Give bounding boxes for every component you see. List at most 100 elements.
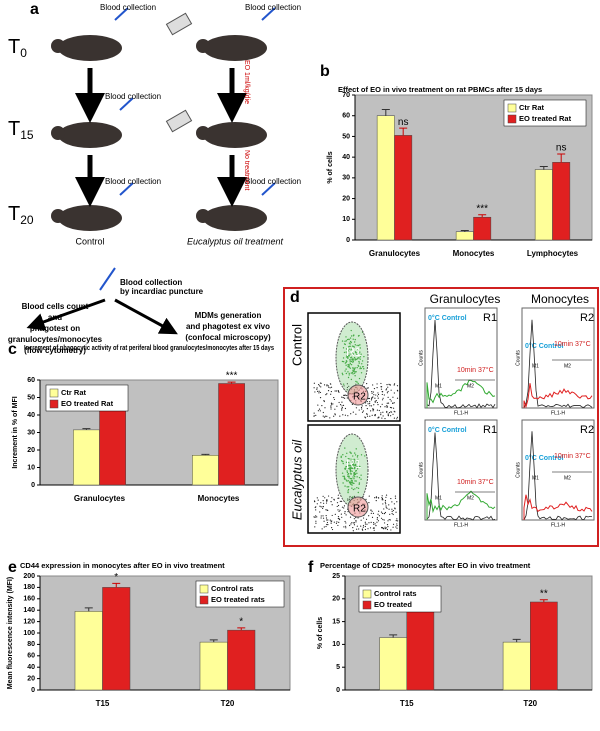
event-dot [387,386,389,388]
warm-label: 10min 37°C [457,366,494,374]
event-dot [356,353,358,356]
event-dot [391,512,393,515]
event-dot [326,499,328,501]
event-dot [343,351,346,354]
legend-swatch [199,584,209,594]
event-dot [315,414,317,417]
event-dot [358,483,360,485]
event-dot [395,526,397,528]
y-tick-label: 40 [27,412,35,419]
event-dot [328,386,330,388]
event-dot [392,513,394,516]
event-dot [388,383,390,385]
event-dot [350,329,352,332]
event-dot [359,366,362,368]
event-dot [351,466,354,468]
event-dot [366,523,368,525]
panel-label: d [290,289,300,306]
event-dot [353,356,356,359]
x-tick-label: T20 [221,699,235,708]
gate-label: R1 [346,345,362,359]
event-dot [358,352,360,355]
event-dot [357,466,359,469]
event-dot [354,375,356,377]
bar [192,455,219,486]
event-dot [349,362,352,365]
event-dot [316,387,318,389]
event-dot [372,527,374,529]
event-dot [385,505,387,507]
legend-swatch [507,103,517,113]
legend-swatch [362,589,372,599]
gate-label: R2 [580,312,594,324]
event-dot [353,367,355,369]
outcome-left: granulocytes/monocytes [8,335,103,344]
y-tick-label: 20 [27,675,35,682]
timepoint: T15 [8,118,34,142]
event-dot [337,494,339,496]
row-label: Control [289,324,304,366]
event-dot [346,351,349,353]
event-dot [366,387,368,389]
event-dot [356,366,358,369]
event-dot [356,525,358,527]
event-dot [344,362,347,364]
y-tick-label: 180 [23,584,35,591]
event-dot [370,509,372,511]
histogram-cold [523,431,593,521]
event-dot [353,358,355,360]
cold-label: 0°C Control [428,314,467,322]
event-dot [327,523,329,526]
event-dot [347,490,349,492]
event-dot [387,520,389,522]
event-dot [356,348,359,351]
event-dot [380,413,382,416]
event-dot [349,359,352,361]
event-dot [327,390,330,392]
event-dot [393,384,395,386]
legend-label: Ctr Rat [519,103,545,112]
event-dot [350,413,352,415]
event-dot [383,512,385,515]
y-tick-label: 100 [23,630,35,637]
warm-label: 10min 37°C [554,452,591,460]
event-dot [352,530,354,532]
event-dot [359,351,361,353]
error-bar [539,165,548,170]
event-dot [341,500,343,502]
event-dot [364,521,366,523]
axis-label: FL1-H [551,410,565,416]
event-dot [389,406,392,409]
event-dot [343,477,346,479]
event-dot [326,385,328,387]
event-dot [381,527,383,529]
event-dot [333,398,336,401]
event-dot [347,486,350,488]
event-dot [322,506,324,508]
event-dot [338,497,340,499]
event-dot [389,384,391,386]
event-dot [347,499,349,501]
event-dot [348,342,351,344]
blood-collection: Blood collection [105,177,161,186]
event-dot [352,338,354,340]
event-dot [326,393,328,395]
x-tick-label: Granulocytes [74,494,126,503]
event-dot [368,522,370,524]
x-tick-label: Monocytes [198,494,240,503]
event-dot [354,344,357,346]
event-dot [386,411,388,413]
y-axis-label: Mean fluorescence intensity (MFI) [7,577,14,689]
event-dot [318,390,320,392]
event-dot [364,525,366,528]
outcome-right: and phagotest ex vivo [186,322,270,331]
event-dot [326,415,328,417]
event-dot [330,405,332,407]
event-dot [343,526,345,528]
event-dot [331,520,333,522]
event-dot [348,481,351,484]
eo-dose: EO 1ml/kg/die [243,60,250,104]
event-dot [376,521,378,523]
bar [74,611,103,691]
event-dot [356,344,358,347]
